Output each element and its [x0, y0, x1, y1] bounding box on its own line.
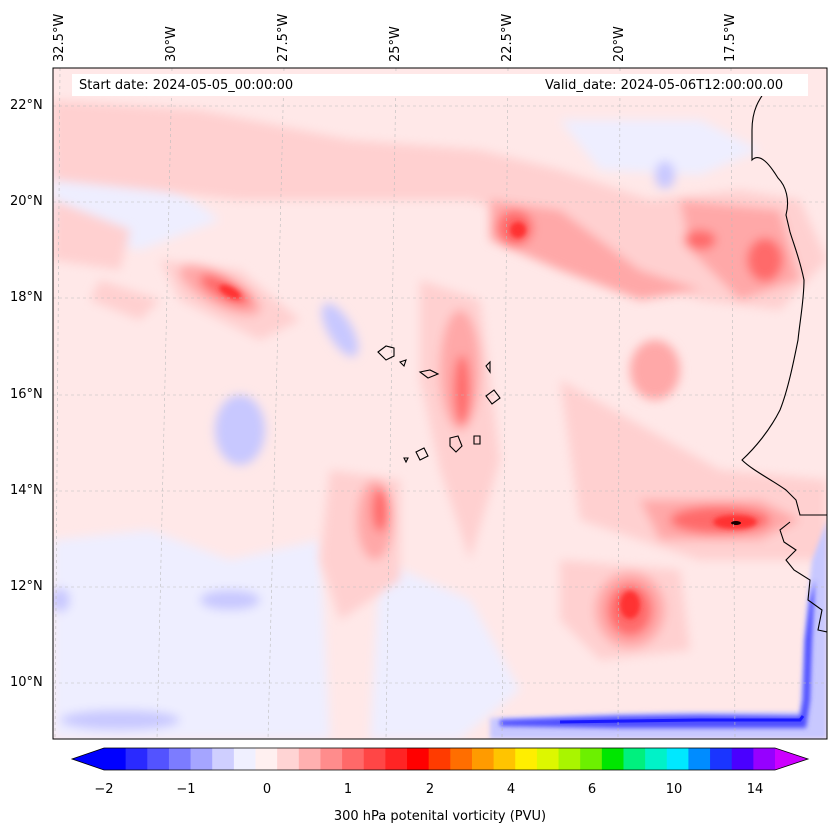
colorbar-swatch: [645, 748, 668, 770]
colorbar-tick: −1: [176, 782, 196, 797]
pv-maximum: [731, 521, 741, 525]
colorbar-swatch: [493, 748, 516, 770]
colorbar-swatch: [753, 748, 776, 770]
colorbar-tick: 4: [506, 782, 516, 797]
lat-label: 18°N: [10, 290, 43, 305]
lat-label: 12°N: [10, 579, 43, 594]
header-box: [72, 74, 808, 96]
gridlines: [53, 68, 827, 739]
lat-label: 20°N: [10, 194, 43, 209]
valid-date: Valid_date: 2024-05-06T12:00:00.00: [545, 78, 784, 93]
colorbar-swatch: [385, 748, 408, 770]
lon-label: 27.5°W: [276, 13, 291, 62]
colorbar-tick: 1: [343, 782, 353, 797]
colorbar-swatch: [450, 748, 473, 770]
lon-label: 22.5°W: [500, 13, 515, 62]
colorbar-swatch: [515, 748, 538, 770]
colorbar-swatch: [320, 748, 343, 770]
colorbar-outline: [70, 747, 810, 771]
colorbar-swatch: [168, 748, 192, 770]
colorbar-swatch: [688, 748, 711, 770]
map-frame: [52, 67, 828, 740]
colorbar-swatch: [731, 748, 754, 770]
colorbar-swatch: [428, 748, 451, 770]
cape-verde-islands: [377, 345, 501, 464]
lat-label: 10°N: [10, 675, 43, 690]
lat-label: 14°N: [10, 483, 43, 498]
colorbar-tick: 6: [587, 782, 597, 797]
colorbar-tick: 0: [262, 782, 272, 797]
colorbar-swatch: [363, 748, 386, 770]
coastline: [741, 83, 827, 633]
colorbar-swatch: [190, 748, 213, 770]
colorbar-swatch: [104, 748, 127, 770]
colorbar-tick: 14: [746, 782, 764, 797]
colorbar-tick: −2: [94, 782, 114, 797]
negative-regions: [53, 120, 760, 739]
colorbar-swatch: [342, 748, 365, 770]
colorbar: [70, 747, 810, 771]
colorbar-swatch: [710, 748, 733, 770]
colorbar-swatch: [471, 748, 495, 770]
lat-label: 22°N: [10, 98, 43, 113]
colorbar-under-arrow: [72, 748, 104, 770]
colorbar-tick: 10: [665, 782, 683, 797]
lat-label: 16°N: [10, 387, 43, 402]
lon-label: 30°W: [164, 26, 179, 62]
colorbar-swatch: [233, 748, 257, 770]
colorbar-swatch: [623, 748, 646, 770]
colorbar-swatch: [277, 748, 300, 770]
colorbar-swatch: [147, 748, 170, 770]
colorbar-swatch: [666, 748, 689, 770]
colorbar-swatch: [536, 748, 560, 770]
colorbar-swatch: [407, 748, 430, 770]
lon-label: 20°W: [612, 26, 627, 62]
colorbar-swatch: [212, 748, 235, 770]
colorbar-label: 300 hPa potenital vorticity (PVU): [333, 809, 547, 824]
pv-field: [53, 68, 827, 739]
colorbar-swatch: [298, 748, 321, 770]
colorbar-swatch: [580, 748, 603, 770]
boundary-artifact: [490, 520, 827, 739]
colorbar-swatch: [558, 748, 581, 770]
start-date: Start date: 2024-05-05_00:00:00: [79, 78, 294, 93]
lon-label: 25°W: [388, 26, 403, 62]
lon-label: 32.5°W: [52, 13, 67, 62]
colorbar-over-arrow: [775, 748, 808, 770]
colorbar-swatch: [255, 748, 278, 770]
colorbar-swatch: [601, 748, 624, 770]
lon-label: 17.5°W: [723, 13, 738, 62]
colorbar-swatch: [125, 748, 148, 770]
colorbar-tick: 2: [425, 782, 435, 797]
